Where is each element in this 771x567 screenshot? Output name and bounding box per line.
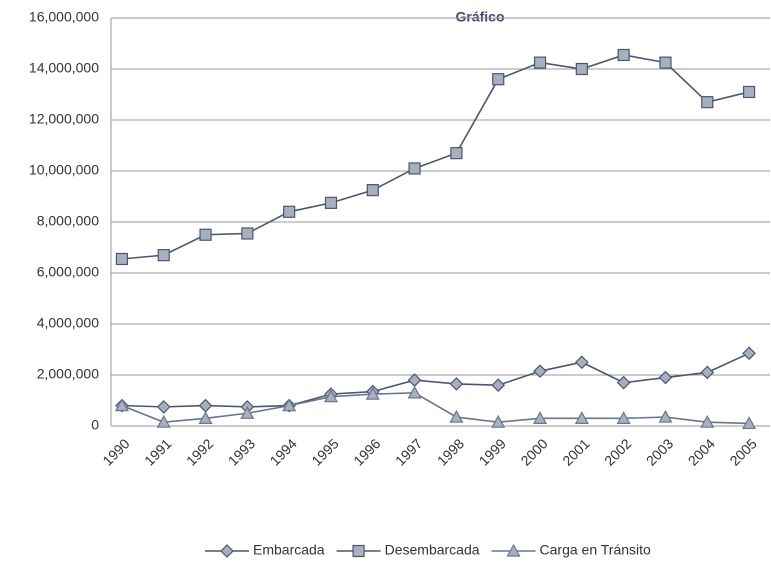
x-tick-label: 1990 [99, 435, 132, 468]
marker [407, 385, 422, 399]
chart-title: Gráfico [455, 9, 504, 25]
marker [157, 249, 170, 262]
marker [658, 370, 673, 385]
marker [199, 228, 212, 241]
y-tick-label: 16,000,000 [29, 9, 99, 25]
y-tick-label: 12,000,000 [29, 111, 99, 127]
marker [533, 411, 548, 424]
y-tick-label: 6,000,000 [37, 264, 99, 280]
x-tick-label: 1999 [476, 435, 509, 468]
x-tick-label: 1997 [392, 435, 425, 468]
marker [241, 227, 254, 240]
marker [115, 252, 129, 266]
marker [408, 162, 421, 175]
x-tick-label: 2000 [517, 435, 550, 468]
y-tick-label: 2,000,000 [37, 366, 99, 382]
marker [324, 196, 338, 209]
marker [450, 147, 463, 160]
marker [658, 409, 673, 423]
x-tick-label: 1991 [141, 435, 174, 468]
y-tick-label: 0 [91, 417, 99, 433]
marker [407, 373, 422, 387]
legend-marker [506, 543, 521, 557]
series-line [121, 54, 750, 260]
marker [491, 414, 506, 428]
marker [742, 416, 757, 430]
x-tick-label: 1993 [225, 435, 258, 468]
legend-marker [352, 544, 365, 558]
marker [574, 411, 589, 424]
marker [198, 411, 213, 424]
legend-label: Embarcada [253, 542, 325, 558]
legend-marker [220, 544, 234, 558]
x-tick-label: 2002 [601, 435, 634, 468]
x-tick-label: 2003 [643, 435, 676, 468]
y-tick-label: 14,000,000 [29, 60, 99, 76]
x-tick-label: 2005 [726, 435, 759, 468]
marker [156, 400, 171, 414]
marker [114, 398, 129, 412]
series-line [121, 352, 750, 408]
marker [449, 409, 464, 423]
x-tick-label: 1996 [350, 435, 383, 468]
marker [575, 62, 588, 76]
y-tick-label: 10,000,000 [29, 162, 99, 178]
marker [616, 375, 631, 390]
marker [742, 85, 756, 99]
marker [700, 365, 715, 380]
marker [659, 56, 672, 69]
marker [533, 56, 547, 69]
x-tick-label: 1995 [308, 435, 341, 468]
legend-label: Desembarcada [385, 542, 480, 558]
x-tick-label: 1998 [434, 435, 467, 468]
marker [449, 377, 464, 391]
marker [701, 96, 714, 109]
marker [742, 346, 756, 361]
marker [492, 73, 505, 86]
marker [700, 414, 715, 428]
marker [323, 389, 338, 403]
marker [574, 355, 589, 370]
marker [616, 411, 631, 424]
series-line [121, 392, 750, 425]
marker [282, 398, 297, 412]
marker [283, 205, 296, 218]
x-tick-label: 1992 [183, 435, 216, 468]
marker [365, 386, 380, 400]
y-tick-label: 4,000,000 [37, 315, 99, 331]
legend-label: Carga en Tránsito [540, 542, 651, 558]
marker [366, 184, 379, 197]
marker [156, 414, 171, 428]
x-tick-label: 2004 [685, 435, 718, 468]
marker [491, 378, 506, 393]
x-tick-label: 2001 [559, 435, 592, 468]
marker [533, 364, 547, 379]
y-tick-label: 8,000,000 [37, 213, 99, 229]
marker [198, 398, 213, 413]
marker [240, 405, 255, 419]
marker [617, 48, 630, 62]
x-tick-label: 1994 [267, 435, 300, 468]
